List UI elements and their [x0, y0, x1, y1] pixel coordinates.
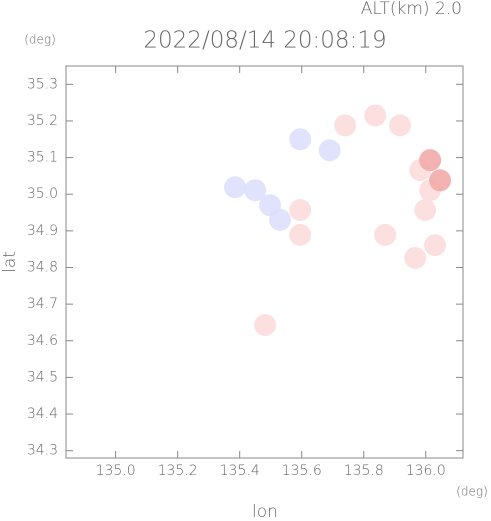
x-tick-label: 136.0 — [406, 463, 446, 479]
y-tick-label: 35.1 — [27, 150, 58, 166]
x-tick-label: 135.0 — [96, 463, 136, 479]
y-tick-label: 35.0 — [27, 186, 58, 202]
radar-point — [254, 314, 277, 337]
y-tick-label: 35.2 — [27, 113, 58, 129]
x-tick-label: 135.4 — [220, 463, 260, 479]
y-axis-label: lat — [0, 251, 20, 273]
y-tick-label: 34.8 — [27, 259, 58, 275]
radar-point — [374, 223, 397, 246]
radar-point — [389, 114, 412, 137]
x-tick-label: 135.6 — [282, 463, 322, 479]
y-tick-label: 34.4 — [27, 406, 58, 422]
y-tick-label: 34.6 — [27, 333, 58, 349]
radar-point — [414, 198, 437, 221]
radar-point — [289, 223, 312, 246]
y-tick-label: 34.3 — [27, 443, 58, 459]
x-axis-label: lon — [252, 502, 278, 521]
radar-point — [289, 128, 312, 151]
radar-point — [419, 149, 442, 172]
altitude-label: ALT(km) 2.0 — [361, 0, 462, 19]
chart-title: 2022/08/14 20:08:19 — [143, 28, 386, 54]
radar-point — [404, 246, 427, 269]
radar-point — [364, 104, 387, 127]
y-tick-label: 34.7 — [27, 296, 58, 312]
radar-point — [334, 114, 357, 137]
x-unit: (deg) — [456, 485, 488, 499]
x-tick-label: 135.8 — [344, 463, 384, 479]
plot-frame — [65, 65, 464, 459]
x-tick-label: 135.2 — [158, 463, 198, 479]
y-tick-label: 35.3 — [27, 76, 58, 92]
radar-point — [224, 176, 247, 199]
y-tick-label: 34.9 — [27, 223, 58, 239]
radar-point — [269, 208, 292, 231]
radar-point — [424, 234, 447, 257]
y-tick-label: 34.5 — [27, 369, 58, 385]
radar-point — [318, 139, 341, 162]
y-unit: (deg) — [24, 33, 56, 47]
radar-point — [289, 198, 312, 221]
radar-point — [429, 169, 452, 192]
radar-point — [244, 179, 267, 202]
